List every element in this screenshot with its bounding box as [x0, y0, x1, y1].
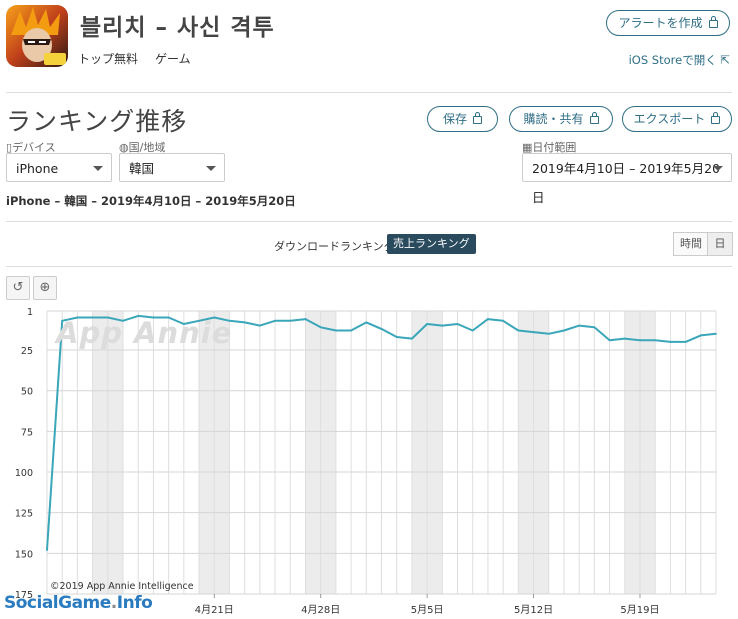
chevron-down-icon	[206, 166, 216, 171]
device-select[interactable]: iPhone	[6, 153, 112, 182]
data-point	[319, 326, 322, 329]
data-point	[471, 329, 474, 332]
data-point	[258, 324, 261, 327]
lock-icon	[589, 112, 599, 124]
external-link-icon: ⇱	[720, 53, 730, 67]
data-point	[76, 316, 79, 319]
y-tick-label: 125	[15, 509, 33, 520]
country-select[interactable]: 韓国	[119, 153, 225, 182]
data-point	[578, 324, 581, 327]
data-point	[304, 318, 307, 321]
data-point	[532, 331, 535, 334]
data-point	[182, 323, 185, 325]
data-point	[46, 549, 48, 551]
chevron-down-icon	[93, 166, 103, 171]
data-point	[654, 339, 657, 342]
divider	[6, 92, 732, 93]
divider	[6, 221, 732, 222]
calendar-icon: ▦	[522, 141, 533, 154]
granularity-hour-button[interactable]: 時間	[673, 232, 709, 256]
data-point	[167, 316, 170, 319]
ios-store-link[interactable]: iOS Storeで開く ⇱	[628, 53, 730, 67]
zoom-in-icon[interactable]: ⊕	[33, 276, 57, 300]
data-point	[669, 341, 672, 343]
device-icon: ▯	[6, 141, 13, 154]
chart-copyright: ©2019 App Annie Intelligence	[50, 581, 194, 592]
x-tick-label: 4月28日	[301, 604, 340, 616]
export-button[interactable]: エクスポート	[622, 106, 732, 132]
data-point	[623, 337, 626, 340]
tab-sales-ranking[interactable]: 売上ランキング	[387, 234, 476, 254]
globe-icon: ◍	[119, 141, 129, 154]
data-point	[456, 323, 459, 325]
data-point	[365, 321, 368, 324]
y-tick-label: 1	[27, 307, 33, 318]
data-point	[289, 319, 292, 322]
app-icon	[6, 5, 68, 67]
divider	[6, 266, 732, 267]
y-tick-label: 25	[21, 346, 33, 357]
data-point	[699, 334, 702, 337]
data-point	[213, 316, 216, 319]
data-point	[426, 323, 429, 325]
data-point	[487, 318, 489, 321]
data-point	[639, 339, 641, 342]
data-point	[547, 332, 550, 335]
data-point	[243, 321, 246, 324]
create-alert-button[interactable]: アラートを作成	[606, 10, 730, 36]
data-point	[517, 329, 520, 332]
data-point	[441, 324, 444, 327]
y-tick-label: 175	[15, 590, 33, 601]
data-point	[411, 337, 413, 340]
genre-tag[interactable]: ゲーム	[155, 52, 191, 66]
data-point	[608, 339, 611, 342]
date-range-select[interactable]: 2019年4月10日 – 2019年5月20日	[522, 153, 732, 205]
date-range-label: ▦日付範囲	[522, 141, 577, 154]
data-point	[106, 316, 109, 319]
lock-icon	[711, 112, 721, 124]
data-point	[274, 319, 276, 322]
data-point	[61, 319, 64, 322]
x-tick-label: 5月12日	[514, 604, 553, 616]
y-tick-label: 150	[15, 549, 33, 560]
x-tick-label: 5月5日	[411, 604, 444, 616]
brand-logo: SocialGame.Info	[4, 593, 153, 613]
data-point	[593, 326, 596, 329]
reset-zoom-icon[interactable]: ↺	[6, 276, 30, 300]
data-point	[395, 336, 398, 338]
data-point	[137, 314, 140, 317]
y-tick-label: 75	[21, 427, 33, 438]
data-point	[91, 316, 94, 319]
save-button[interactable]: 保存	[427, 106, 498, 132]
lock-icon	[473, 112, 482, 124]
device-label: ▯デバイス	[6, 141, 56, 154]
data-point	[715, 332, 717, 335]
chevron-down-icon	[713, 166, 723, 171]
y-tick-label: 100	[15, 468, 33, 479]
data-point	[502, 319, 505, 322]
data-point	[350, 329, 352, 332]
x-tick-label: 4月21日	[195, 604, 234, 616]
x-tick-label: 5月19日	[620, 604, 659, 616]
subscribe-share-button[interactable]: 購読・共有	[509, 106, 613, 132]
granularity-day-button[interactable]: 日	[707, 232, 733, 256]
data-point	[198, 319, 200, 322]
data-point	[228, 319, 231, 322]
data-point	[563, 329, 565, 332]
y-tick-label: 50	[21, 387, 33, 398]
data-point	[380, 327, 383, 330]
tab-download-ranking[interactable]: ダウンロードランキング	[274, 240, 395, 253]
app-title: 블리치 – 사신 격투	[80, 15, 275, 41]
data-point	[684, 341, 687, 343]
lock-icon	[708, 16, 718, 28]
category-rank-tag[interactable]: トップ無料	[78, 52, 139, 66]
filter-summary: iPhone – 韓国 – 2019年4月10日 – 2019年5月20日	[6, 194, 296, 208]
data-point	[152, 316, 155, 319]
watermark: App Annie	[56, 316, 233, 350]
ranking-heading: ランキング推移	[6, 107, 188, 136]
data-point	[122, 319, 124, 322]
country-label: ◍国/地域	[119, 141, 166, 154]
data-point	[334, 329, 337, 332]
